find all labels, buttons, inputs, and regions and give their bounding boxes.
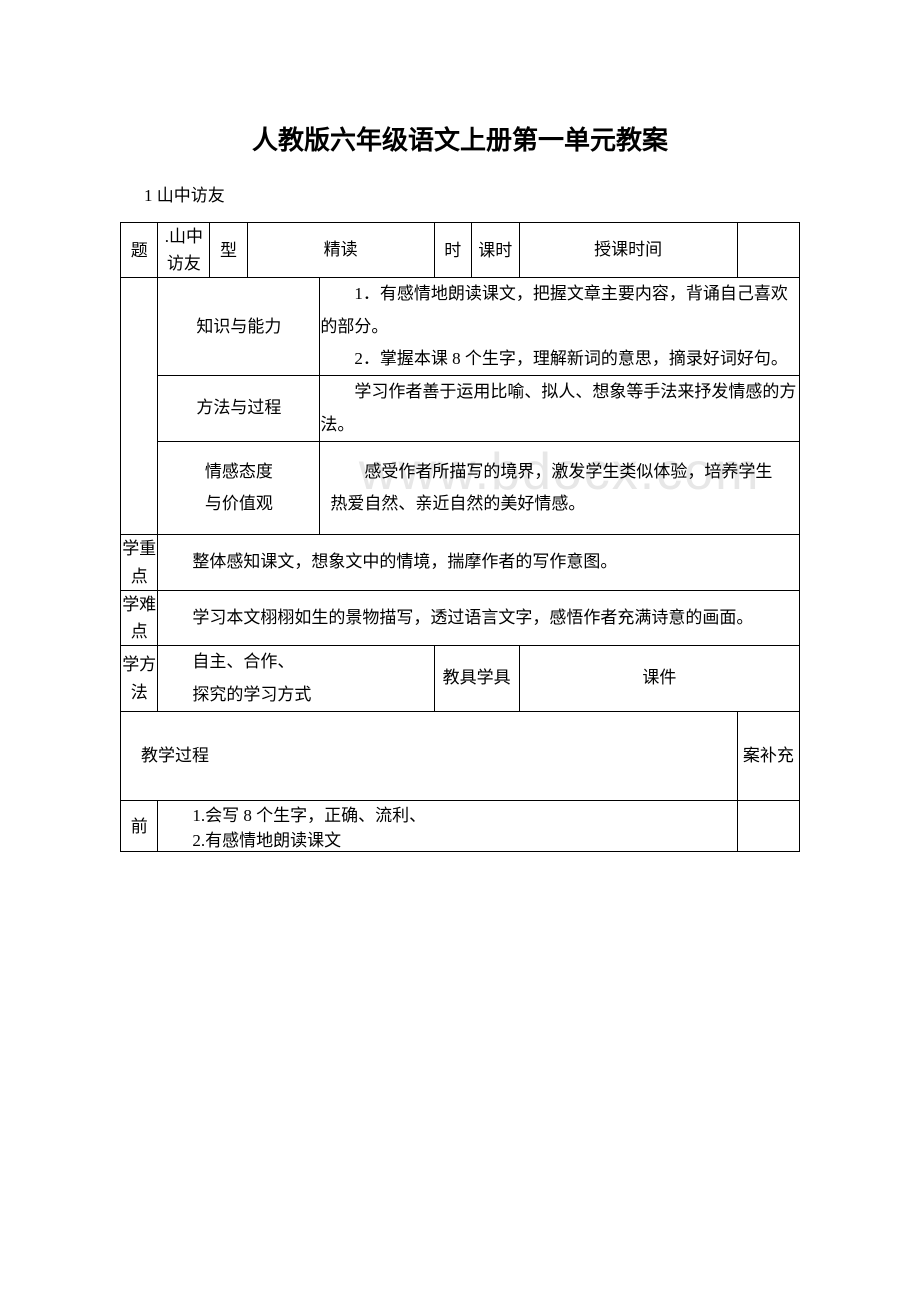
table-row: 题 .山中访友 型 精读 时 课时 授课时间	[121, 223, 800, 278]
cell-title-label: 题	[121, 223, 158, 278]
pre-line2: 2.有感情地朗读课文	[158, 826, 736, 851]
attitude-label-l2: 与价值观	[158, 488, 319, 520]
cell-type-label: 型	[210, 223, 247, 278]
page-title: 人教版六年级语文上册第一单元教案	[120, 120, 800, 157]
table-row: 前 1.会写 8 个生字，正确、流利、 2.有感情地朗读课文	[121, 801, 800, 852]
cell-keypoint-label: 学重点	[121, 535, 158, 590]
table-row: 学难点 学习本文栩栩如生的景物描写，透过语言文字，感悟作者充满诗意的画面。	[121, 590, 800, 645]
cell-keypoint-text: 整体感知课文，想象文中的情境，揣摩作者的写作意图。	[158, 535, 800, 590]
cell-title-value: .山中访友	[158, 223, 210, 278]
method-row-l2: 探究的学习方式	[158, 679, 433, 711]
cell-method-row-text: 自主、合作、 探究的学习方式	[158, 646, 434, 712]
cell-knowledge-label: 知识与能力	[158, 278, 320, 376]
cell-time-label: 时	[434, 223, 471, 278]
cell-method-text: 学习作者善于运用比喻、拟人、想象等手法来抒发情感的方法。	[320, 376, 800, 442]
cell-teachtime-label: 授课时间	[519, 223, 737, 278]
cell-attitude-text-wrap: www.bdocx.com 感受作者所描写的境界，激发学生类似体验，培养学生热爱…	[320, 441, 800, 535]
table-row: 学重点 整体感知课文，想象文中的情境，揣摩作者的写作意图。	[121, 535, 800, 590]
table-row: 学方法 自主、合作、 探究的学习方式 教具学具 课件	[121, 646, 800, 712]
table-row: 知识与能力 1．有感情地朗读课文，把握文章主要内容，背诵自己喜欢的部分。 2．掌…	[121, 278, 800, 376]
knowledge-line1: 1．有感情地朗读课文，把握文章主要内容，背诵自己喜欢的部分。	[320, 278, 799, 343]
cell-goals-side	[121, 278, 158, 535]
method-row-l1: 自主、合作、	[158, 646, 433, 678]
table-row: 方法与过程 学习作者善于运用比喻、拟人、想象等手法来抒发情感的方法。	[121, 376, 800, 442]
lesson-subtitle: 1 山中访友	[144, 181, 800, 206]
cell-attitude-label: 情感态度 与价值观	[158, 441, 320, 535]
cell-tool-label: 教具学具	[434, 646, 519, 712]
cell-method-label: 方法与过程	[158, 376, 320, 442]
cell-tool-value: 课件	[519, 646, 799, 712]
cell-process-label: 教学过程	[121, 711, 738, 800]
cell-type-value: 精读	[247, 223, 434, 278]
table-row: 教学过程 案补充	[121, 711, 800, 800]
cell-period-label: 课时	[471, 223, 519, 278]
cell-attitude-text: 感受作者所描写的境界，激发学生类似体验，培养学生热爱自然、亲近自然的美好情感。	[320, 442, 799, 535]
pre-line1: 1.会写 8 个生字，正确、流利、	[158, 801, 736, 826]
cell-pre-label: 前	[121, 801, 158, 852]
attitude-label-l1: 情感态度	[158, 456, 319, 488]
table-row: 情感态度 与价值观 www.bdocx.com 感受作者所描写的境界，激发学生类…	[121, 441, 800, 535]
cell-method-row-label: 学方法	[121, 646, 158, 712]
cell-teachtime-value	[737, 223, 799, 278]
cell-difficulty-text: 学习本文栩栩如生的景物描写，透过语言文字，感悟作者充满诗意的画面。	[158, 590, 800, 645]
lesson-plan-table: 题 .山中访友 型 精读 时 课时 授课时间 知识与能力 1．有感情地朗读课文，…	[120, 222, 800, 852]
knowledge-line2: 2．掌握本课 8 个生字，理解新词的意思，摘录好词好句。	[320, 343, 799, 375]
cell-pre-text: 1.会写 8 个生字，正确、流利、 2.有感情地朗读课文	[158, 801, 737, 852]
cell-difficulty-label: 学难点	[121, 590, 158, 645]
cell-pre-right	[737, 801, 799, 852]
cell-process-right: 案补充	[737, 711, 799, 800]
cell-knowledge-text: 1．有感情地朗读课文，把握文章主要内容，背诵自己喜欢的部分。 2．掌握本课 8 …	[320, 278, 800, 376]
